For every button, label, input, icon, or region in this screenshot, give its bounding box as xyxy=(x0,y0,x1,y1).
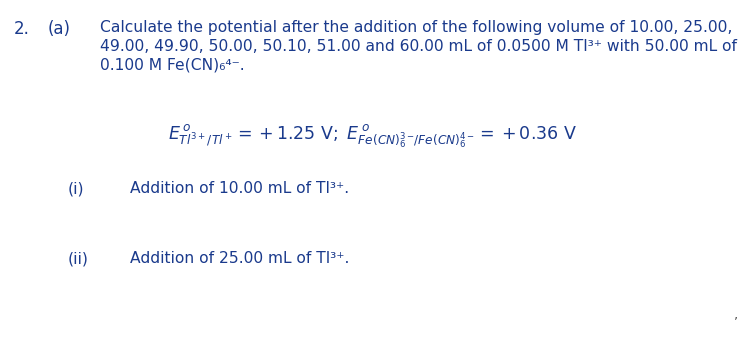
Text: (i): (i) xyxy=(68,181,84,196)
Text: (a): (a) xyxy=(48,20,71,38)
Text: 0.100 M Fe(CN)₆⁴⁻.: 0.100 M Fe(CN)₆⁴⁻. xyxy=(100,58,244,73)
Text: (ii): (ii) xyxy=(68,251,89,266)
Text: $E^{\,o}_{Tl^{3+}/Tl^+} = +1.25\ \mathrm{V};\ E^{\,o}_{Fe(CN)_6^{3-}\!/Fe(CN)_6^: $E^{\,o}_{Tl^{3+}/Tl^+} = +1.25\ \mathrm… xyxy=(169,122,577,150)
Text: Addition of 25.00 mL of Tl³⁺.: Addition of 25.00 mL of Tl³⁺. xyxy=(130,251,350,266)
Text: 2.: 2. xyxy=(14,20,30,38)
Text: Calculate the potential after the addition of the following volume of 10.00, 25.: Calculate the potential after the additi… xyxy=(100,20,732,35)
Text: Addition of 10.00 mL of Tl³⁺.: Addition of 10.00 mL of Tl³⁺. xyxy=(130,181,349,196)
Text: 49.00, 49.90, 50.00, 50.10, 51.00 and 60.00 mL of 0.0500 M Tl³⁺ with 50.00 mL of: 49.00, 49.90, 50.00, 50.10, 51.00 and 60… xyxy=(100,39,737,54)
Text: ’: ’ xyxy=(734,315,738,328)
